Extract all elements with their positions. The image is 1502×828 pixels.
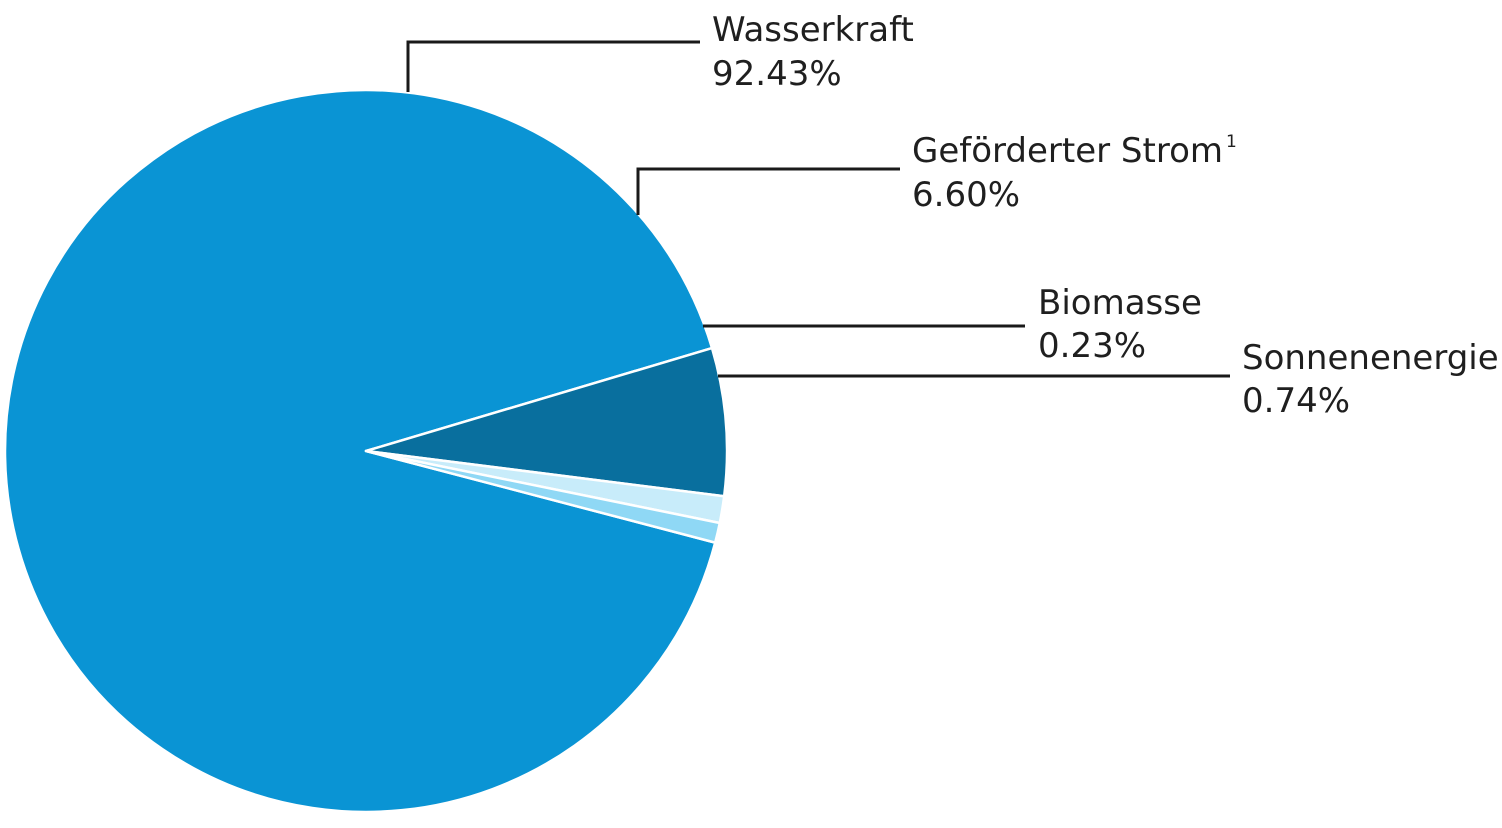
label-gefoerderter-strom-text: Geförderter Strom bbox=[912, 131, 1223, 171]
label-biomasse-name: Biomasse bbox=[1038, 283, 1202, 323]
label-gefoerderter-strom-name: Geförderter Strom 1 bbox=[912, 131, 1237, 171]
label-wasserkraft-name: Wasserkraft bbox=[712, 10, 914, 50]
pie-slice-gefoerderter-strom bbox=[364, 346, 729, 498]
label-wasserkraft-value: 92.43% bbox=[712, 54, 842, 94]
leader-line-gefoerderter-strom bbox=[636, 167, 900, 215]
label-sonnenenergie-name: Sonnenenergie bbox=[1242, 338, 1499, 378]
leader-line-wasserkraft bbox=[406, 40, 700, 92]
label-gefoerderter-strom-footnote: 1 bbox=[1226, 132, 1237, 152]
label-biomasse-value: 0.23% bbox=[1038, 326, 1146, 366]
pie-slice-sonnenenergie bbox=[364, 449, 721, 544]
label-gefoerderter-strom-value: 6.60% bbox=[912, 175, 1020, 215]
slices-layer bbox=[3, 88, 729, 814]
label-sonnenenergie-value: 0.74% bbox=[1242, 381, 1350, 421]
pie-slice-wasserkraft bbox=[3, 88, 717, 814]
